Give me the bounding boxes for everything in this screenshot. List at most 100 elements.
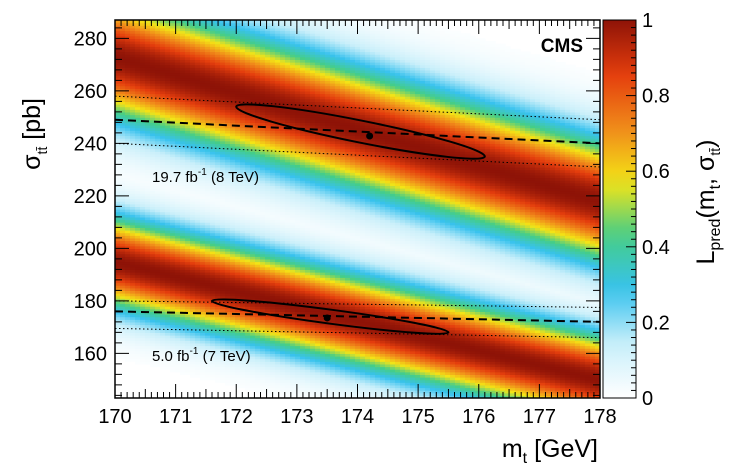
heatmap-cell bbox=[260, 22, 266, 26]
heatmap-cell bbox=[265, 54, 271, 58]
heatmap-cell bbox=[265, 245, 271, 249]
heatmap-cell bbox=[215, 279, 221, 284]
heatmap-cell bbox=[175, 119, 181, 123]
heatmap-cell bbox=[135, 93, 141, 97]
heatmap-cell bbox=[195, 363, 201, 368]
heatmap-cell bbox=[185, 264, 191, 268]
heatmap-cell bbox=[195, 222, 201, 226]
heatmap-cell bbox=[275, 98, 281, 102]
heatmap-cell bbox=[225, 251, 231, 255]
heatmap-cell bbox=[280, 324, 286, 328]
heatmap-cell bbox=[180, 316, 186, 320]
heatmap-cell bbox=[270, 201, 276, 205]
heatmap-cell bbox=[130, 290, 136, 294]
heatmap-cell bbox=[220, 295, 226, 299]
heatmap-cell bbox=[260, 211, 266, 215]
heatmap-cell bbox=[175, 140, 181, 144]
heatmap-cell bbox=[155, 243, 161, 247]
heatmap-cell bbox=[190, 251, 196, 255]
heatmap-cell bbox=[125, 209, 131, 213]
heatmap-cell bbox=[185, 41, 191, 45]
heatmap-cell bbox=[215, 198, 221, 202]
heatmap-cell bbox=[160, 319, 166, 323]
heatmap-cell bbox=[270, 69, 276, 74]
heatmap-cell bbox=[180, 180, 186, 184]
heatmap-cell bbox=[195, 353, 201, 357]
heatmap-cell bbox=[185, 269, 191, 273]
heatmap-cell bbox=[275, 308, 281, 312]
heatmap-cell bbox=[180, 211, 186, 215]
heatmap-cell bbox=[115, 185, 121, 189]
heatmap-cell bbox=[240, 106, 246, 110]
heatmap-cell bbox=[160, 274, 166, 278]
heatmap-cell bbox=[290, 248, 296, 252]
heatmap-cell bbox=[250, 122, 256, 126]
heatmap-cell bbox=[225, 374, 231, 378]
heatmap-cell bbox=[245, 384, 251, 389]
heatmap-cell bbox=[265, 272, 271, 276]
heatmap-cell bbox=[250, 369, 256, 373]
heatmap-cell bbox=[275, 41, 281, 45]
heatmap-cell bbox=[175, 251, 181, 255]
heatmap-cell bbox=[135, 303, 141, 307]
heatmap-cell bbox=[190, 140, 196, 144]
heatmap-cell bbox=[150, 83, 156, 87]
heatmap-cell bbox=[215, 172, 221, 176]
heatmap-cell bbox=[160, 51, 166, 55]
heatmap-cell bbox=[190, 135, 196, 139]
heatmap-cell bbox=[255, 182, 261, 186]
heatmap-cell bbox=[145, 206, 151, 210]
heatmap-cell bbox=[115, 319, 121, 323]
heatmap-cell bbox=[115, 232, 121, 236]
heatmap-cell bbox=[230, 93, 236, 97]
heatmap-cell bbox=[165, 345, 171, 349]
heatmap-cell bbox=[225, 114, 231, 118]
heatmap-cell bbox=[285, 361, 291, 365]
heatmap-cell bbox=[135, 169, 141, 173]
heatmap-cell bbox=[260, 279, 266, 284]
heatmap-cell bbox=[160, 106, 166, 110]
heatmap-cell bbox=[120, 161, 126, 165]
heatmap-cell bbox=[255, 274, 261, 278]
heatmap-cell bbox=[285, 130, 291, 134]
heatmap-cell bbox=[200, 232, 206, 236]
heatmap-cell bbox=[160, 83, 166, 87]
heatmap-cell bbox=[260, 348, 266, 352]
heatmap-cell bbox=[145, 164, 151, 168]
heatmap-cell bbox=[265, 148, 271, 152]
heatmap-cell bbox=[295, 300, 301, 305]
heatmap-cell bbox=[265, 248, 271, 252]
heatmap-cell bbox=[145, 345, 151, 349]
heatmap-cell bbox=[225, 174, 231, 179]
heatmap-cell bbox=[215, 104, 221, 108]
heatmap-cell bbox=[245, 106, 251, 110]
heatmap-cell bbox=[220, 245, 226, 249]
heatmap-cell bbox=[290, 321, 296, 326]
heatmap-cell bbox=[135, 274, 141, 278]
heatmap-cell bbox=[265, 138, 271, 142]
heatmap-cell bbox=[280, 48, 286, 53]
heatmap-cell bbox=[285, 75, 291, 79]
heatmap-cell bbox=[125, 266, 131, 270]
heatmap-cell bbox=[170, 327, 176, 331]
heatmap-cell bbox=[185, 295, 191, 299]
heatmap-cell bbox=[235, 190, 241, 194]
heatmap-cell bbox=[115, 282, 121, 286]
heatmap-cell bbox=[250, 243, 256, 247]
heatmap-cell bbox=[130, 279, 136, 284]
heatmap-cell bbox=[285, 390, 291, 394]
heatmap-cell bbox=[280, 148, 286, 152]
heatmap-cell bbox=[165, 224, 171, 228]
heatmap-cell bbox=[115, 269, 121, 273]
heatmap-cell bbox=[235, 117, 241, 121]
heatmap-cell bbox=[205, 329, 211, 333]
heatmap-cell bbox=[210, 374, 216, 378]
heatmap-cell bbox=[275, 198, 281, 202]
heatmap-cell bbox=[280, 209, 286, 213]
heatmap-cell bbox=[295, 356, 301, 360]
heatmap-cell bbox=[270, 188, 276, 192]
heatmap-cell bbox=[255, 127, 261, 131]
heatmap-cell bbox=[115, 48, 121, 53]
heatmap-cell bbox=[140, 203, 146, 207]
heatmap-cell bbox=[130, 203, 136, 207]
